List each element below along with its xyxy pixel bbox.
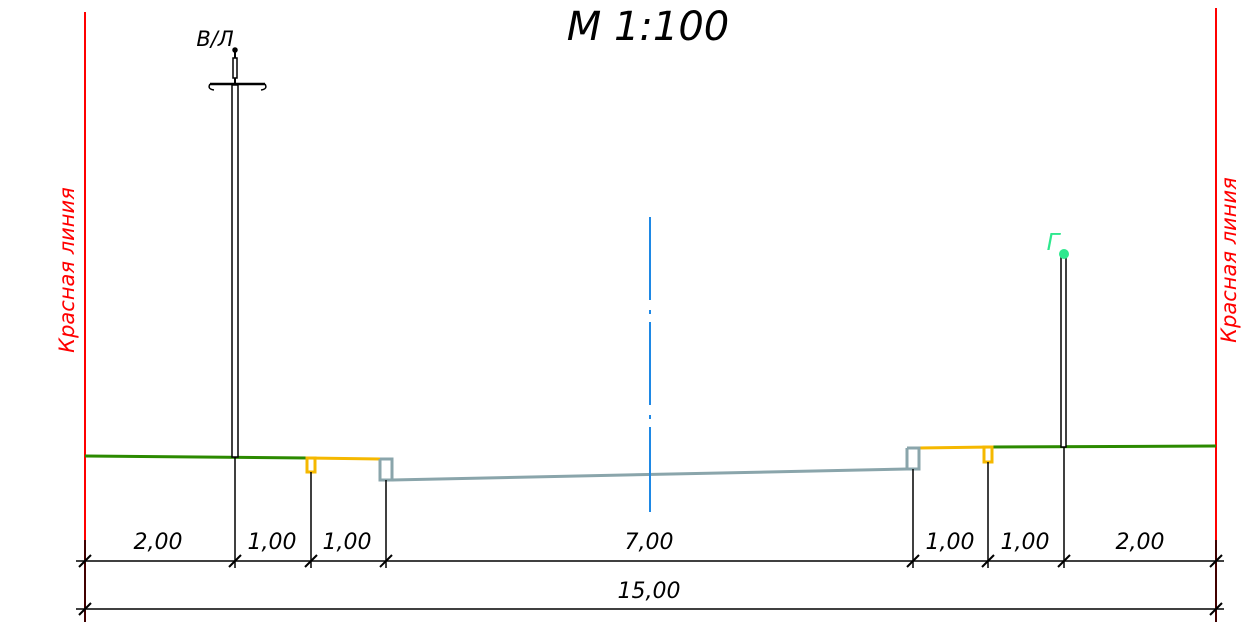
- dimension-value: 2,00: [134, 530, 183, 555]
- dimension-ticks: [78, 554, 1223, 616]
- sidewalk-left: [305, 456, 381, 474]
- sidewalk-right: [917, 445, 994, 464]
- ground-left: [84, 454, 309, 460]
- power-line-label: В/Л: [196, 27, 233, 51]
- total-dimension-value: 15,00: [618, 579, 681, 604]
- dimension-value: 1,00: [248, 530, 297, 555]
- dimension-value: 2,00: [1116, 530, 1165, 555]
- red-line-left-label: Красная линия: [55, 187, 79, 353]
- dimension-value: 1,00: [926, 530, 975, 555]
- extension-lines: [234, 447, 1065, 568]
- dimension-value: 1,00: [323, 530, 372, 555]
- gas-label: Г: [1047, 230, 1062, 256]
- power-line-pole: [208, 47, 267, 458]
- gas-pipe: [1059, 249, 1069, 448]
- dimension-value: 7,00: [625, 530, 674, 555]
- red-line-right-label: Красная линия: [1217, 177, 1241, 343]
- scale-title: М 1:100: [567, 4, 730, 50]
- ground-right: [989, 444, 1217, 449]
- dimension-value: 1,00: [1001, 530, 1050, 555]
